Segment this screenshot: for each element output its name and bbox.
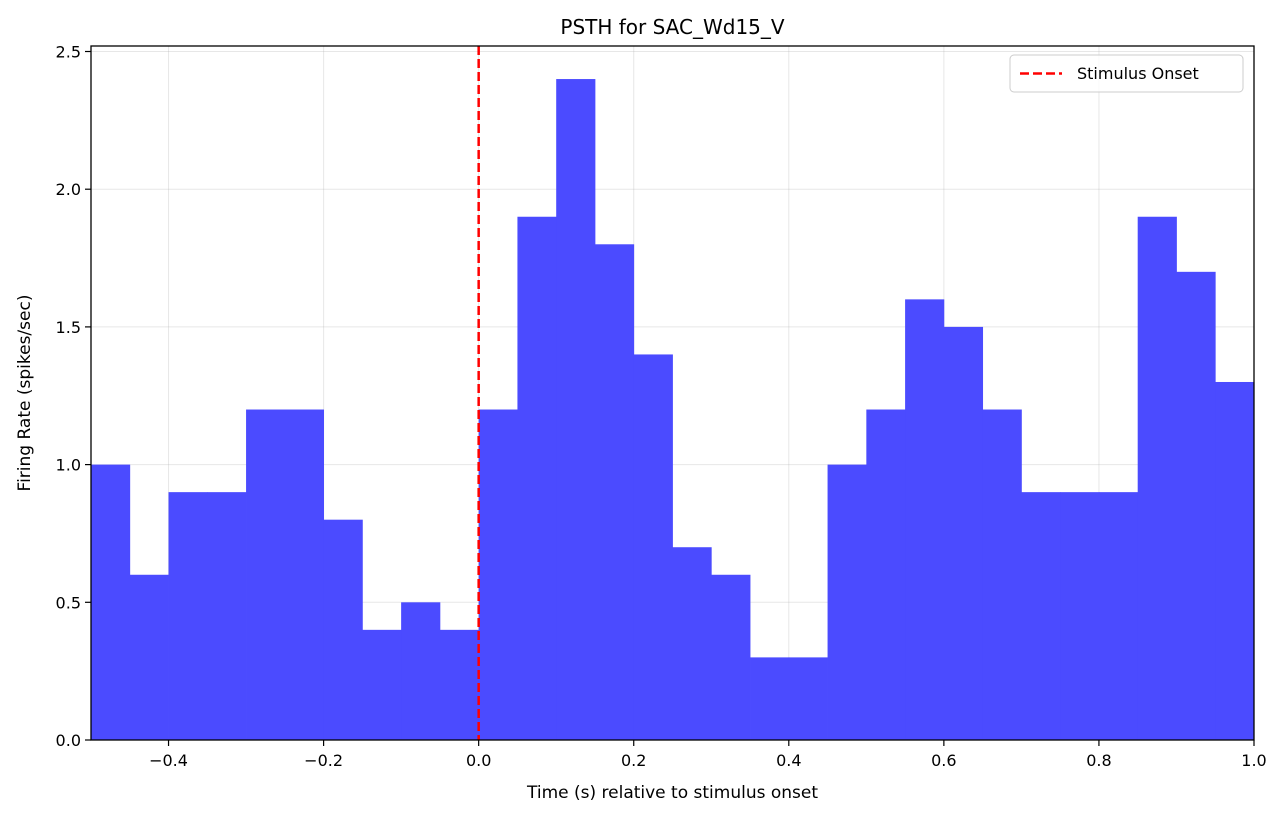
x-axis-ticks: −0.4 −0.2 0.0 0.2 0.4 0.6 0.8 1.0 bbox=[149, 740, 1267, 770]
x-tick-label: 0.0 bbox=[466, 751, 491, 770]
x-tick-label: 0.6 bbox=[931, 751, 956, 770]
y-tick-label: 2.5 bbox=[56, 43, 81, 62]
y-tick-label: 0.0 bbox=[56, 731, 81, 750]
histogram-bar bbox=[1215, 381, 1255, 740]
histogram-bar bbox=[439, 629, 480, 740]
histogram-bar bbox=[866, 409, 906, 740]
histogram-bar bbox=[672, 547, 712, 740]
y-axis-label: Firing Rate (spikes/sec) bbox=[15, 295, 35, 492]
y-axis-ticks: 0.0 0.5 1.0 1.5 2.0 2.5 bbox=[56, 43, 91, 750]
x-tick-label: −0.2 bbox=[304, 751, 343, 770]
histogram-bar bbox=[750, 657, 790, 740]
histogram-bar bbox=[91, 464, 131, 740]
histogram-bar bbox=[594, 244, 635, 741]
histogram-bar bbox=[168, 492, 208, 740]
histogram-bar bbox=[1137, 216, 1177, 740]
x-tick-label: 0.8 bbox=[1086, 751, 1111, 770]
histogram-bar bbox=[401, 602, 441, 740]
histogram-bar bbox=[943, 326, 984, 740]
histogram-bar bbox=[556, 79, 596, 741]
histogram-bar bbox=[905, 299, 945, 740]
chart-title: PSTH for SAC_Wd15_V bbox=[560, 15, 785, 39]
histogram-bar bbox=[323, 519, 363, 740]
histogram-bar bbox=[1176, 271, 1216, 740]
histogram-bar bbox=[711, 574, 751, 740]
x-tick-label: −0.4 bbox=[149, 751, 188, 770]
histogram-bar bbox=[284, 409, 324, 740]
histogram-bars bbox=[91, 79, 1255, 741]
y-tick-label: 2.0 bbox=[56, 180, 81, 199]
histogram-bar bbox=[246, 409, 286, 740]
legend-entry-stimulus-onset: Stimulus Onset bbox=[1077, 64, 1199, 83]
histogram-bar bbox=[362, 629, 402, 740]
legend-box bbox=[1009, 54, 1244, 93]
histogram-bar bbox=[478, 409, 518, 740]
histogram-bar bbox=[129, 574, 169, 740]
plot-area-frame bbox=[90, 45, 1255, 741]
x-axis-label: Time (s) relative to stimulus onset bbox=[526, 783, 818, 803]
x-tick-label: 0.2 bbox=[621, 751, 646, 770]
histogram-bar bbox=[517, 216, 557, 740]
legend: Stimulus Onset bbox=[1009, 54, 1244, 93]
x-tick-label: 1.0 bbox=[1241, 751, 1266, 770]
histogram-bar bbox=[982, 409, 1022, 740]
histogram-bar bbox=[207, 492, 247, 740]
y-tick-label: 1.0 bbox=[56, 456, 81, 475]
y-tick-label: 0.5 bbox=[56, 593, 81, 612]
histogram-bar bbox=[1021, 492, 1061, 740]
histogram-bar bbox=[788, 657, 828, 740]
x-tick-label: 0.4 bbox=[776, 751, 801, 770]
histogram-bar bbox=[1060, 492, 1100, 740]
histogram-bar bbox=[1098, 492, 1139, 740]
histogram-bar bbox=[827, 464, 867, 740]
histogram-bar bbox=[633, 354, 673, 740]
y-tick-label: 1.5 bbox=[56, 318, 81, 337]
